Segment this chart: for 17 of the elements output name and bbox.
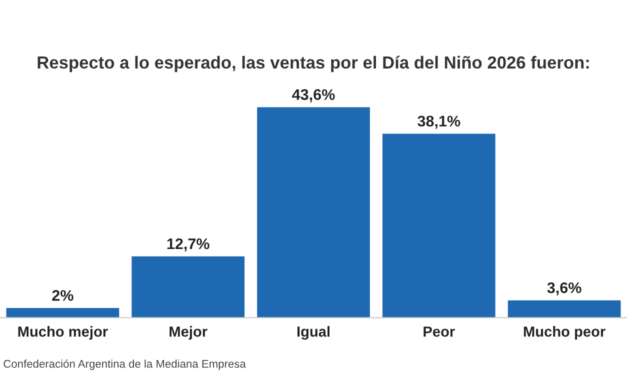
x-tick-label: Mucho mejor bbox=[18, 326, 108, 340]
bar bbox=[132, 256, 245, 318]
bar bbox=[6, 308, 120, 318]
x-tick-label: Mucho peor bbox=[524, 326, 606, 340]
chart-title: Respecto a lo esperado, las ventas por el Día del Niño 2026 fueron: bbox=[38, 56, 589, 72]
bar bbox=[508, 300, 621, 318]
data-label: 12,7% bbox=[167, 238, 210, 252]
data-label: 38,1% bbox=[418, 116, 460, 129]
data-label: 3,6% bbox=[547, 282, 582, 296]
x-tick-label: Igual bbox=[297, 326, 330, 340]
bar bbox=[257, 107, 370, 318]
bar bbox=[382, 134, 496, 318]
data-label: 2% bbox=[52, 290, 74, 301]
x-tick-label: Peor bbox=[424, 326, 455, 337]
data-label: 43,6% bbox=[292, 89, 335, 102]
text: Confederación Argentina de la Mediana Empresa bbox=[4, 359, 246, 370]
x-tick-label: Mejor bbox=[170, 326, 208, 340]
